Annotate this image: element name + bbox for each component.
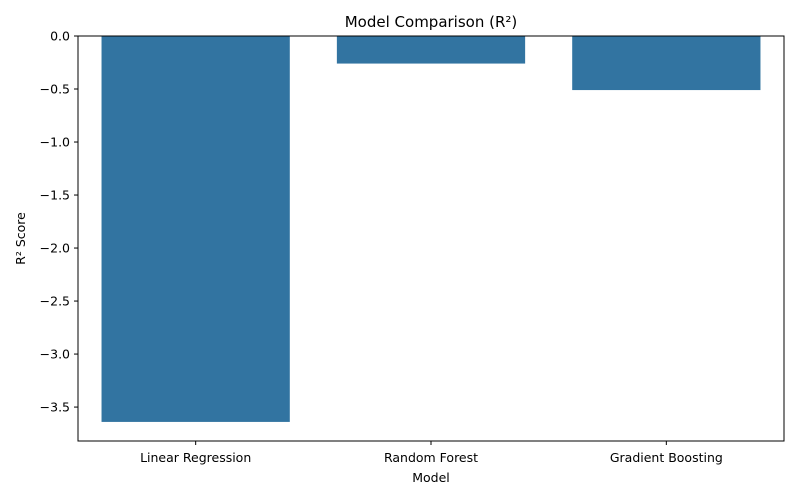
bars-group bbox=[101, 36, 761, 422]
bar-linear-regression bbox=[101, 36, 290, 422]
x-tick-label: Gradient Boosting bbox=[610, 450, 723, 465]
x-tick-label: Random Forest bbox=[384, 450, 478, 465]
x-axis-label: Model bbox=[412, 470, 450, 485]
y-tick-label: −1.5 bbox=[40, 188, 70, 203]
plot-frame bbox=[77, 35, 785, 442]
chart-title: Model Comparison (R²) bbox=[345, 13, 518, 31]
x-axis-ticks: Linear Regression Random Forest Gradient B… bbox=[140, 441, 723, 465]
y-tick-label: 0.0 bbox=[50, 29, 70, 44]
bar-gradient-boosting bbox=[572, 36, 761, 91]
y-tick-label: −0.5 bbox=[40, 82, 70, 97]
y-tick-label: −1.0 bbox=[40, 135, 70, 150]
bar-random-forest bbox=[336, 36, 526, 64]
x-tick-label: Linear Regression bbox=[140, 450, 251, 465]
y-tick-label: −3.5 bbox=[40, 400, 70, 415]
y-axis-label: R² Score bbox=[13, 212, 28, 265]
y-tick-label: −2.0 bbox=[40, 241, 70, 256]
y-tick-label: −3.0 bbox=[40, 347, 70, 362]
y-tick-label: −2.5 bbox=[40, 294, 70, 309]
y-axis-ticks: 0.0 −0.5 −1.0 −1.5 −2.0 −2.5 −3.0 −3.5 bbox=[40, 29, 78, 415]
